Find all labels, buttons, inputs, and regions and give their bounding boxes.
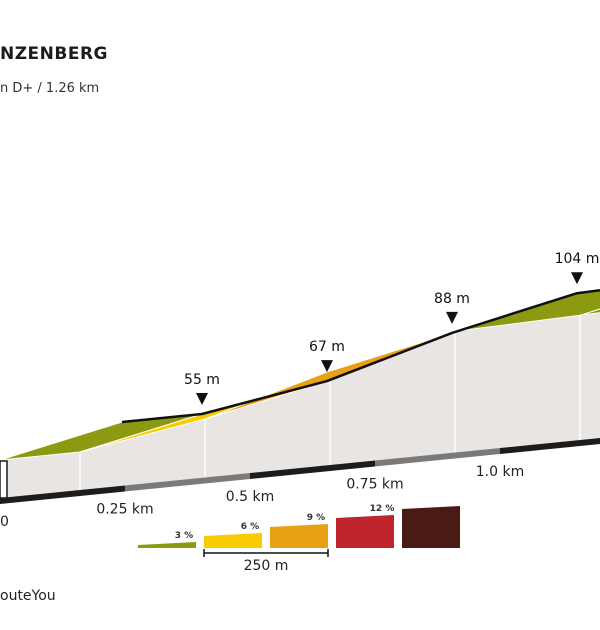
route-title: NZENBERG <box>0 44 109 64</box>
legend-swatch <box>270 524 328 548</box>
distance-scale-block <box>125 473 250 492</box>
distance-scale-block <box>250 460 375 479</box>
legend-swatch <box>402 506 460 548</box>
legend-label: 9 % <box>307 513 325 523</box>
elevation-label: 67 m <box>309 339 345 355</box>
distance-scale-block <box>0 485 125 504</box>
x-tick-label: 1.0 km <box>476 464 524 480</box>
road-segment-6 <box>579 308 600 316</box>
legend-swatch <box>204 533 262 548</box>
elevation-marker-icon <box>446 311 458 324</box>
elevation-marker-icon <box>571 272 583 285</box>
x-tick-label: 0.25 km <box>96 502 153 518</box>
legend-label: 6 % <box>241 522 259 532</box>
x-tick-label: 0.75 km <box>346 477 403 493</box>
elevation-label: 88 m <box>434 291 470 307</box>
route-subtitle: n D+ / 1.26 km <box>0 81 100 96</box>
distance-scale-block <box>500 438 600 454</box>
x-tick-label: 0.5 km <box>226 489 274 505</box>
x-tick-label: 0 <box>0 514 9 530</box>
elevation-marker-icon <box>196 393 208 405</box>
profile-top-outline <box>121 289 600 424</box>
distance-scale-block <box>375 448 500 467</box>
elevation-label: 104 m <box>555 251 600 267</box>
legend-swatch <box>336 515 394 548</box>
legend-label: 3 % <box>175 531 193 541</box>
profile-front-wall <box>0 312 600 498</box>
legend-swatch <box>138 542 196 548</box>
brand-name: outeYou <box>0 588 56 604</box>
elevation-label: 55 m <box>184 372 220 388</box>
elevation-marker-icon <box>321 360 333 373</box>
legend-label: 12 % <box>370 504 395 514</box>
start-marker-box <box>0 460 8 499</box>
legend-scale-label: 250 m <box>244 558 289 574</box>
